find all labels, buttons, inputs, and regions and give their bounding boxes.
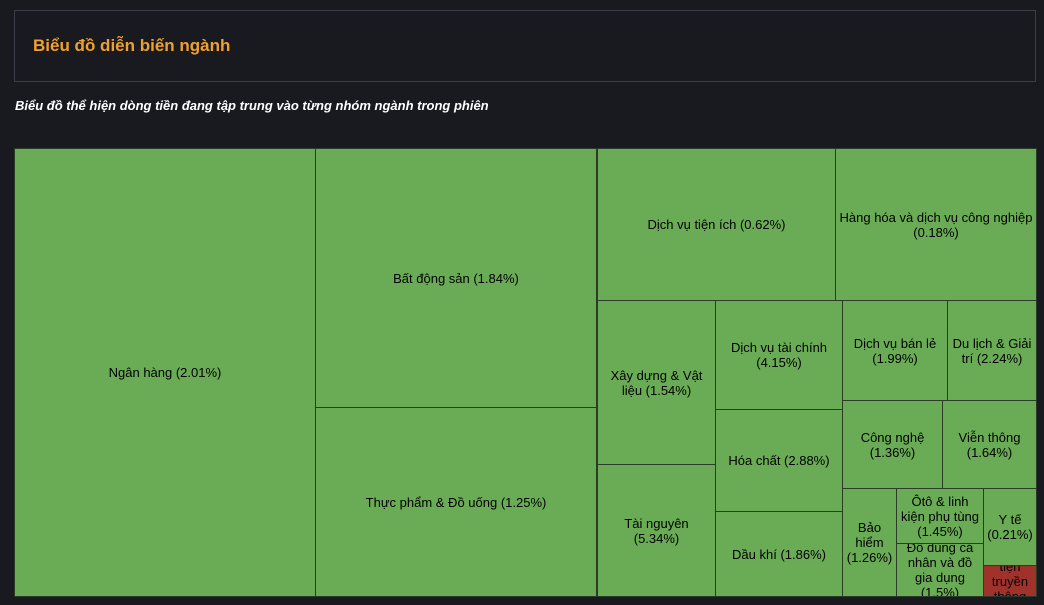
treemap-tile-label: Tài nguyên (5.34%) xyxy=(624,515,689,546)
treemap-tile[interactable]: Dịch vụ bán lẻ (1.99%) xyxy=(842,300,948,401)
treemap-tile[interactable]: Viễn thông (1.64%) xyxy=(942,400,1037,489)
treemap-tile-label: Dịch vụ bán lẻ (1.99%) xyxy=(853,335,937,366)
treemap-tile[interactable]: Y tế (0.21%) xyxy=(983,488,1037,566)
treemap-tile[interactable]: Dịch vụ tài chính (4.15%) xyxy=(715,300,843,410)
treemap-tile[interactable]: Hóa chất (2.88%) xyxy=(715,409,843,512)
treemap-tile[interactable]: Bất động sản (1.84%) xyxy=(315,148,597,408)
treemap-tile-label: Ôtô & linh kiện phụ tùng (1.45%) xyxy=(900,493,980,539)
treemap-tile[interactable]: Bảo hiểm (1.26%) xyxy=(842,488,897,597)
treemap-tile-label: Dầu khí (1.86%) xyxy=(732,546,826,562)
treemap-tile[interactable]: Xây dựng & Vật liệu (1.54%) xyxy=(597,300,716,465)
treemap-tile[interactable]: Hàng hóa và dịch vụ công nghiệp (0.18%) xyxy=(835,148,1037,301)
treemap-tile-label: Hàng hóa và dịch vụ công nghiệp (0.18%) xyxy=(839,209,1033,240)
treemap-tile[interactable]: Công nghệ (1.36%) xyxy=(842,400,943,489)
treemap-tile-label: tiện truyền thông xyxy=(991,565,1029,597)
treemap-tile-label: Thực phẩm & Đồ uống (1.25%) xyxy=(365,494,547,510)
treemap-tile-label: Du lịch & Giải trí (2.24%) xyxy=(952,335,1032,366)
treemap-tile[interactable]: Dầu khí (1.86%) xyxy=(715,511,843,597)
industry-treemap: Ngân hàng (2.01%) Bất động sản (1.84%) Thự… xyxy=(14,148,1037,597)
treemap-tile[interactable]: Đồ dùng cá nhân và đồ gia dụng (1.5%) xyxy=(896,543,984,597)
treemap-tile-label: Công nghệ (1.36%) xyxy=(860,429,925,460)
treemap-tile[interactable]: Tài nguyên (5.34%) xyxy=(597,464,716,597)
treemap-tile[interactable]: Dịch vụ tiện ích (0.62%) xyxy=(597,148,836,301)
page-title: Biểu đồ diễn biến ngành xyxy=(33,36,231,55)
treemap-tile-label: Ngân hàng (2.01%) xyxy=(108,365,222,380)
treemap-tile-label: Đồ dùng cá nhân và đồ gia dụng (1.5%) xyxy=(906,543,974,597)
chart-subtitle: Biểu đồ thể hiện dòng tiền đang tập trun… xyxy=(15,98,489,113)
header-panel: Biểu đồ diễn biến ngành xyxy=(14,10,1036,82)
treemap-tile[interactable]: Ôtô & linh kiện phụ tùng (1.45%) xyxy=(896,488,984,544)
treemap-tile[interactable]: tiện truyền thông xyxy=(983,565,1037,597)
treemap-tile-label: Xây dựng & Vật liệu (1.54%) xyxy=(610,367,703,398)
treemap-tile-label: Y tế (0.21%) xyxy=(987,512,1033,542)
treemap-tile[interactable]: Ngân hàng (2.01%) xyxy=(14,148,316,597)
treemap-tile-label: Viễn thông (1.64%) xyxy=(958,429,1021,460)
treemap-tile-label: Bất động sản (1.84%) xyxy=(393,270,519,286)
treemap-tile-label: Dịch vụ tiện ích (0.62%) xyxy=(647,217,786,232)
treemap-tile-label: Dịch vụ tài chính (4.15%) xyxy=(730,340,828,370)
treemap-tile[interactable]: Thực phẩm & Đồ uống (1.25%) xyxy=(315,407,597,597)
treemap-tile[interactable]: Du lịch & Giải trí (2.24%) xyxy=(947,300,1037,401)
treemap-tile-label: Bảo hiểm (1.26%) xyxy=(846,520,893,565)
treemap-tile-label: Hóa chất (2.88%) xyxy=(728,453,830,468)
